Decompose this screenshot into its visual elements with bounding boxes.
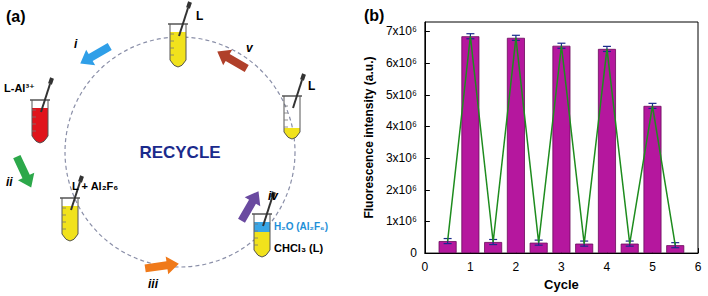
- svg-text:(b): (b): [364, 7, 384, 24]
- svg-text:5x10⁶: 5x10⁶: [386, 88, 417, 102]
- svg-text:v: v: [246, 41, 254, 55]
- svg-text:0: 0: [422, 260, 429, 274]
- svg-text:CHCl₃ (L): CHCl₃ (L): [274, 242, 323, 254]
- svg-text:1: 1: [467, 260, 474, 274]
- svg-text:1x10⁶: 1x10⁶: [386, 214, 417, 228]
- svg-text:2: 2: [513, 260, 520, 274]
- svg-text:0: 0: [410, 246, 417, 260]
- svg-text:L-Al³⁺: L-Al³⁺: [4, 82, 35, 94]
- svg-text:L: L: [308, 79, 315, 93]
- svg-text:Fluorescence intensity (a.u.): Fluorescence intensity (a.u.): [362, 57, 376, 219]
- svg-text:6: 6: [695, 260, 702, 274]
- svg-text:2x10⁶: 2x10⁶: [386, 183, 417, 197]
- svg-text:Cycle: Cycle: [544, 277, 579, 292]
- svg-text:6x10⁶: 6x10⁶: [386, 56, 417, 70]
- svg-text:7x10⁶: 7x10⁶: [386, 24, 417, 38]
- svg-text:L + Al₂F₆: L + Al₂F₆: [72, 180, 118, 192]
- svg-text:i: i: [74, 37, 78, 51]
- svg-text:3: 3: [558, 260, 565, 274]
- svg-text:(a): (a): [6, 8, 26, 25]
- svg-text:RECYCLE: RECYCLE: [139, 143, 220, 162]
- svg-text:4: 4: [604, 260, 611, 274]
- svg-text:3x10⁶: 3x10⁶: [386, 151, 417, 165]
- svg-text:L: L: [196, 9, 203, 23]
- svg-text:5: 5: [649, 260, 656, 274]
- svg-text:ii: ii: [6, 175, 13, 189]
- svg-text:4x10⁶: 4x10⁶: [386, 119, 417, 133]
- svg-text:iii: iii: [148, 277, 159, 291]
- svg-text:iv: iv: [268, 189, 279, 203]
- svg-text:H₂O (Al₂F₆): H₂O (Al₂F₆): [274, 221, 328, 232]
